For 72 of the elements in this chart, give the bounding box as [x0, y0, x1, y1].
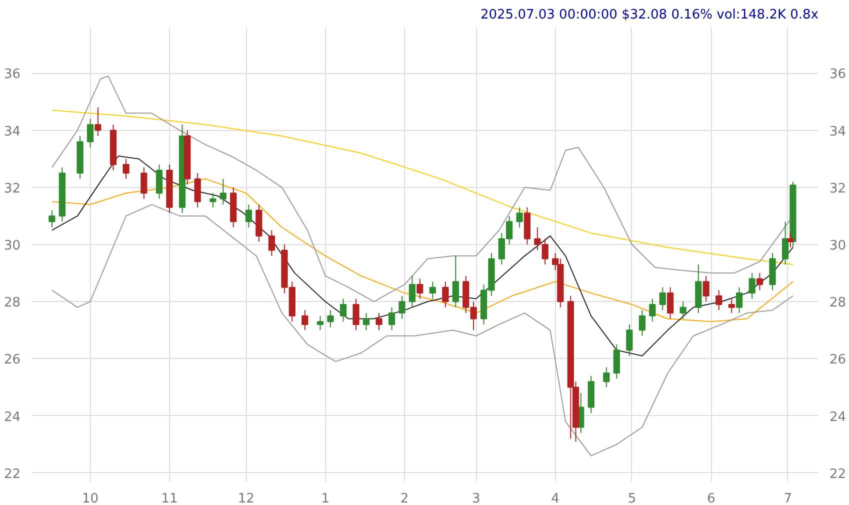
candlestick — [48, 210, 56, 228]
y-tick-label: 30 — [4, 238, 21, 254]
y2-tick-label: 34 — [830, 124, 846, 140]
candlestick — [613, 344, 620, 380]
x-tick-label: 1 — [321, 492, 330, 505]
candlestick — [210, 192, 216, 208]
x-tick-label: 2 — [400, 492, 409, 505]
y2-tick-label: 36 — [830, 67, 846, 82]
line-series — [51, 178, 794, 322]
candlestick — [748, 272, 756, 300]
x-tick-label: 12 — [238, 492, 254, 505]
x-tick-label: 11 — [161, 492, 178, 505]
candlestick — [756, 272, 764, 291]
candlestick — [702, 275, 710, 302]
y2-tick-label: 28 — [830, 296, 846, 311]
text: 2025.07.03 00:00:00 $32.08 0.16% vol:148.2K 0.8x — [480, 8, 819, 22]
x-tick-label: 7 — [784, 492, 792, 505]
candlestick — [302, 310, 308, 331]
candlestick — [659, 286, 666, 311]
line-series — [51, 110, 794, 265]
candlestick — [626, 324, 633, 356]
x-tick-label: 10 — [82, 492, 99, 505]
candlestick — [86, 118, 94, 148]
y-tick-label: 22 — [4, 466, 21, 482]
y2-tick-label: 32 — [830, 181, 846, 196]
candlestick — [666, 286, 674, 320]
candlestick — [340, 298, 347, 322]
candlestick — [268, 230, 275, 256]
candlestick — [728, 298, 735, 314]
candlestick — [680, 301, 686, 320]
y-tick-label: 24 — [4, 410, 21, 425]
candlestick — [220, 178, 226, 206]
candlestick — [452, 255, 459, 308]
y-tick-label: 34 — [4, 124, 21, 140]
candlestick — [603, 366, 610, 388]
candlestick — [736, 286, 743, 314]
y2-tick-label: 30 — [830, 238, 846, 254]
candlestick — [408, 275, 416, 308]
candlestick — [140, 166, 148, 200]
y-tick-label: 36 — [4, 67, 21, 82]
candlestick — [156, 164, 163, 200]
y2-tick-label: 24 — [830, 410, 846, 425]
y2-tick-label: 22 — [830, 466, 846, 482]
candlestick — [716, 290, 722, 311]
candlestick — [442, 281, 449, 308]
candlestick — [388, 306, 396, 331]
candlestick — [638, 310, 646, 336]
candlestick — [316, 315, 324, 331]
candlestick — [649, 298, 656, 322]
candlestick — [362, 312, 370, 331]
candlestick — [516, 206, 523, 228]
candlestick — [352, 298, 360, 331]
candlestick — [327, 310, 334, 328]
x-tick-label: 3 — [472, 492, 480, 505]
candlestick — [245, 204, 252, 228]
candlestick — [194, 172, 201, 208]
line-series — [51, 204, 794, 456]
candlestick — [416, 278, 424, 300]
y2-tick-label: 26 — [830, 352, 846, 368]
y-tick-label: 28 — [4, 296, 21, 311]
candlestick — [122, 158, 130, 180]
candlestick — [787, 232, 794, 248]
y-tick-label: 26 — [4, 352, 21, 368]
candlestick — [782, 221, 789, 265]
x-tick-label: 5 — [628, 492, 636, 505]
candlestick — [94, 106, 102, 137]
candlestick — [429, 281, 436, 300]
x-tick-label: 4 — [551, 492, 560, 505]
y-tick-label: 32 — [4, 181, 21, 196]
x-tick-label: 6 — [707, 492, 716, 505]
candlestick — [376, 312, 382, 331]
candlestick — [398, 295, 406, 320]
